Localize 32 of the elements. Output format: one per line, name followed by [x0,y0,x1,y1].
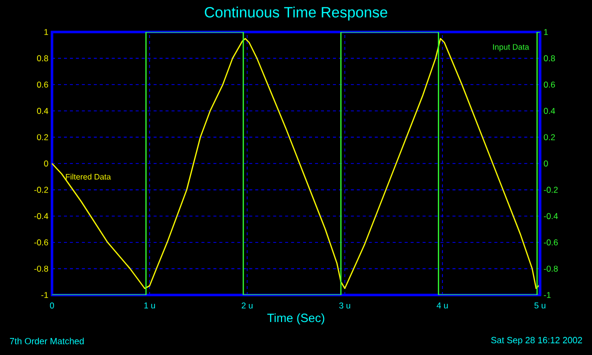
y2-tick-label: -0.8 [544,266,558,272]
y2-tick-label: 0 [544,160,548,166]
y2-tick-label: 0.8 [544,55,555,62]
x-tick-label: 2 u [242,302,253,309]
x-tick-label: 4 u [436,302,448,308]
y-tick-label: 0.6 [37,82,48,88]
y-tick-label: 0.2 [37,134,48,140]
y-tick-label: 1 [44,29,48,35]
y2-tick-label: 0.2 [544,134,555,140]
y-tick-label: 0.4 [37,108,48,114]
y-tick-label: -1 [41,292,48,298]
y-tick-label: 0 [44,160,48,166]
chart-title: Continuous Time Response [204,6,388,20]
x-tick-label: 0 [50,302,54,309]
y2-tick-label: 0.4 [544,108,556,114]
x-tick-label: 5 u [534,302,546,308]
y-tick-label: -0.6 [34,239,48,246]
x-axis-title: Time (Sec) [267,313,324,324]
y2-tick-label: -0.6 [544,239,558,246]
y-tick-label: -0.8 [34,266,48,272]
y2-tick-label: 1 [544,29,548,35]
x-tick-label: 1 u [144,302,155,308]
x-tick-label: 3 u [339,302,350,309]
y-tick-label: -0.4 [34,213,48,220]
text: Sat Sep 28 16:12 2002 [491,336,582,346]
y-tick-label: 0.8 [37,55,48,62]
y2-tick-label: -1 [544,292,551,298]
text: 7th Order Matched [10,338,84,344]
y2-tick-label: -0.2 [544,186,558,193]
y-tick-label: -0.2 [34,186,48,193]
y2-tick-label: -0.4 [544,213,558,220]
y2-tick-label: 0.6 [544,82,555,88]
